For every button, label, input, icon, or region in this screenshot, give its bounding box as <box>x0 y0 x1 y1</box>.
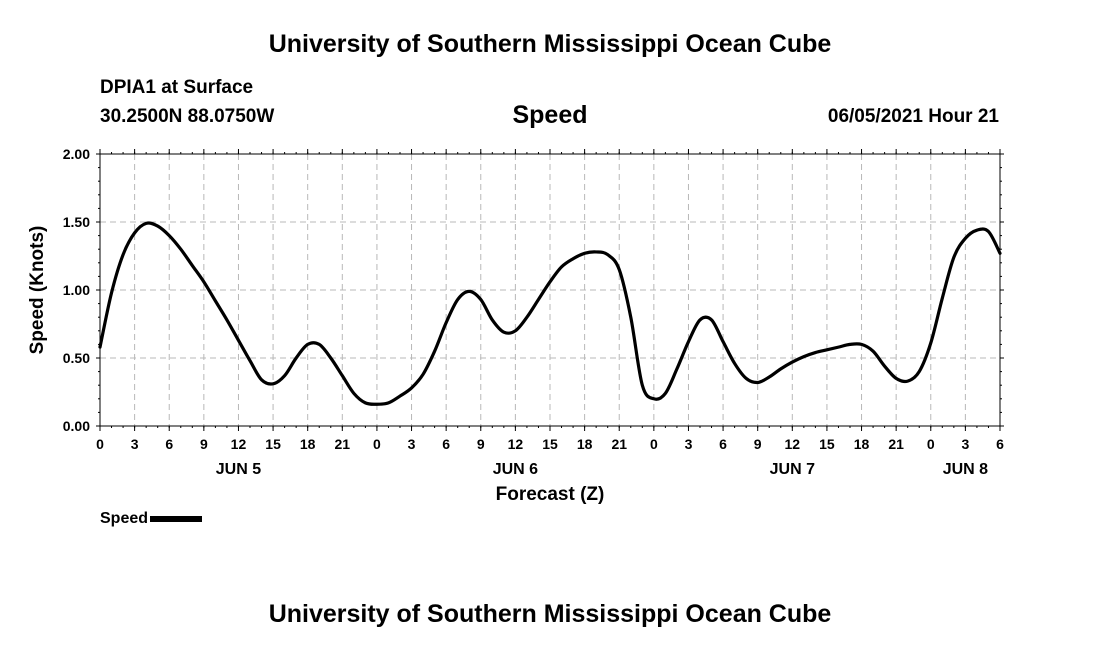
x-tick-labels: 0 3 6 9 12 15 18 21 0 3 6 9 12 15 18 21 0 3 6 9 12 15 18 21 0 3 6 <box>96 436 1004 452</box>
datetime-label: 06/05/2021 Hour 21 <box>827 106 999 127</box>
page-title: University of Southern Mississippi Ocean… <box>268 30 832 58</box>
plot-frame <box>99 153 1001 427</box>
y-tick-label: 1.50 <box>63 214 90 230</box>
series-layer <box>98 221 1002 406</box>
grid-lines <box>100 154 1000 426</box>
x-tick-label: 21 <box>335 436 351 452</box>
x-tick-label: 15 <box>819 436 835 452</box>
footer-title: University of Southern Mississippi Ocean… <box>268 600 832 628</box>
x-tick-label: 6 <box>719 436 727 452</box>
chart-title: Speed <box>512 101 588 129</box>
day-labels: JUN 5 JUN 6 JUN 7 JUN 8 <box>216 461 988 478</box>
y-axis-label: Speed (Knots) <box>27 226 48 355</box>
x-tick-label: 18 <box>577 436 593 452</box>
x-tick-label: 9 <box>477 436 485 452</box>
x-tick-label: 6 <box>442 436 450 452</box>
x-tick-label: 15 <box>265 436 281 452</box>
y-tick-labels: 0.00 0.50 1.00 1.50 2.00 <box>63 146 90 434</box>
x-tick-label: 0 <box>927 436 935 452</box>
x-tick-label: 18 <box>300 436 316 452</box>
x-tick-label: 3 <box>685 436 693 452</box>
x-tick-label: 9 <box>754 436 762 452</box>
y-tick-label: 1.00 <box>63 282 90 298</box>
x-tick-label: 3 <box>131 436 139 452</box>
legend-swatch <box>150 515 203 522</box>
day-label: JUN 6 <box>493 461 538 478</box>
x-tick-label: 12 <box>231 436 247 452</box>
day-label: JUN 8 <box>943 461 988 478</box>
x-tick-label: 9 <box>200 436 208 452</box>
x-tick-label: 12 <box>508 436 524 452</box>
y-tick-label: 0.00 <box>63 418 90 434</box>
x-tick-label: 3 <box>961 436 969 452</box>
day-label: JUN 5 <box>216 461 261 478</box>
x-tick-label: 12 <box>785 436 801 452</box>
x-tick-label: 0 <box>373 436 381 452</box>
x-tick-label: 6 <box>996 436 1004 452</box>
y-tick-label: 2.00 <box>63 146 90 162</box>
x-tick-label: 21 <box>611 436 627 452</box>
x-tick-label: 15 <box>542 436 558 452</box>
y-tick-label: 0.50 <box>63 350 90 366</box>
x-tick-label: 0 <box>96 436 104 452</box>
day-label: JUN 7 <box>770 461 815 478</box>
legend: Speed <box>100 510 203 528</box>
x-tick-label: 6 <box>165 436 173 452</box>
station-label: DPIA1 at Surface <box>100 77 254 98</box>
legend-label: Speed <box>100 510 149 527</box>
x-axis-label: Forecast (Z) <box>496 484 605 505</box>
speed-series-line <box>98 221 1002 406</box>
x-tick-label: 3 <box>408 436 416 452</box>
x-tick-label: 18 <box>854 436 870 452</box>
x-tick-label: 0 <box>650 436 658 452</box>
x-tick-label: 21 <box>888 436 904 452</box>
coordinates-label: 30.2500N 88.0750W <box>100 106 275 127</box>
